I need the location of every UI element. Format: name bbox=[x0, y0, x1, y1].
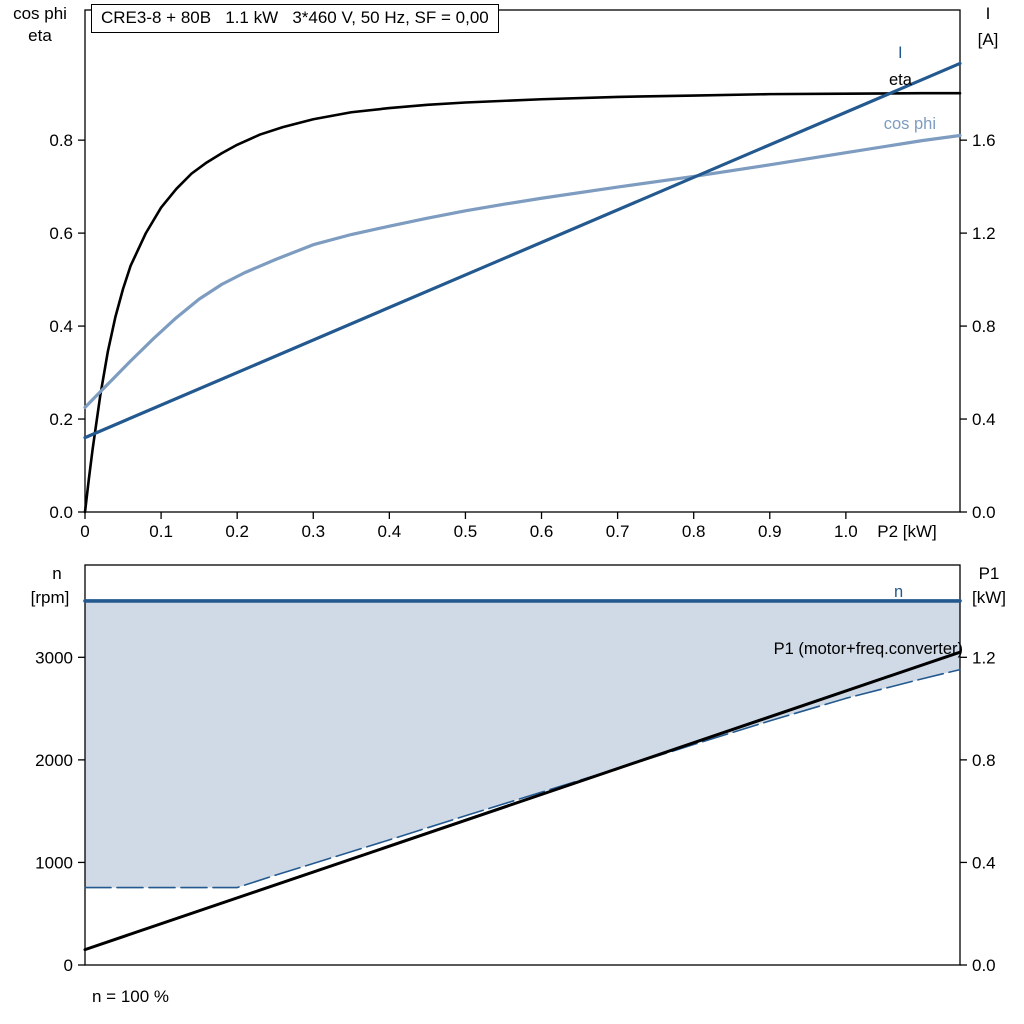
x-tick-label: 0.7 bbox=[606, 522, 630, 541]
y-left-tick-label: 0.4 bbox=[49, 317, 73, 336]
speed-power-plot-frame bbox=[84, 564, 961, 966]
speed-power-operating-region bbox=[85, 600, 960, 888]
bottom-right-axis-title-power: P1 bbox=[979, 564, 1000, 583]
x-tick-label: 0.5 bbox=[454, 522, 478, 541]
bottom-left-axis-title-unit: [rpm] bbox=[31, 588, 70, 607]
y-left-tick-label: 1000 bbox=[35, 853, 73, 872]
cos-phi-curve bbox=[83, 133, 962, 410]
y-right-tick-label: 0.0 bbox=[972, 956, 996, 975]
top-chart: 0 0.1 0.2 0.3 0.4 0.5 0.6 0.7 0.8 0.9 1.0 0.0 0.2 0.4… bbox=[49, 9, 996, 541]
y-left-tick-label: 0.2 bbox=[49, 410, 73, 429]
y-right-tick-label: 0.4 bbox=[972, 410, 996, 429]
chart-title-box: CRE3-8 + 80B 1.1 kW 3*460 V, 50 Hz, SF =… bbox=[91, 4, 499, 33]
x-tick-label: 0.4 bbox=[378, 522, 402, 541]
bottom-chart: 0 1000 2000 3000 0.0 0.4 0.8 1.2 bbox=[35, 564, 996, 975]
eta-series-label: eta bbox=[889, 71, 913, 89]
bottom-left-axis-title-speed: n bbox=[52, 564, 61, 583]
x-tick-label: 0.8 bbox=[682, 522, 706, 541]
x-tick-label: 0 bbox=[80, 522, 89, 541]
speed-percent-annotation: n = 100 % bbox=[92, 987, 169, 1006]
cos-phi-series-label: cos phi bbox=[884, 115, 936, 133]
y-left-tick-label: 3000 bbox=[35, 648, 73, 667]
y-right-tick-label: 0.8 bbox=[972, 751, 996, 770]
y-left-tick-label: 0 bbox=[64, 956, 73, 975]
x-tick-label: 0.6 bbox=[530, 522, 554, 541]
bottom-right-axis-title-unit: [kW] bbox=[972, 588, 1006, 607]
y-left-tick-label: 0.6 bbox=[49, 224, 73, 243]
top-x-axis-title: P2 [kW] bbox=[877, 522, 937, 541]
x-tick-label: 1.0 bbox=[834, 522, 858, 541]
y-right-tick-label: 0.8 bbox=[972, 317, 996, 336]
y-right-tick-label: 0.4 bbox=[972, 853, 996, 872]
x-tick-label: 0.1 bbox=[149, 522, 173, 541]
y-right-tick-label: 1.2 bbox=[972, 648, 996, 667]
x-tick-label: 0.3 bbox=[301, 522, 325, 541]
x-tick-label: 0.2 bbox=[225, 522, 249, 541]
p1-motor-freq-converter-curve bbox=[83, 650, 962, 952]
x-tick-label: 0.9 bbox=[758, 522, 782, 541]
y-right-tick-label: 1.6 bbox=[972, 131, 996, 150]
top-right-axis-title-unit: [A] bbox=[978, 30, 999, 49]
y-left-tick-label: 2000 bbox=[35, 751, 73, 770]
top-left-axis-title-cos-phi: cos phi bbox=[13, 4, 67, 23]
i-curve bbox=[83, 61, 962, 440]
y-right-tick-label: 1.2 bbox=[972, 224, 996, 243]
current-series-label: I bbox=[898, 44, 903, 62]
n-lower-limit-curve bbox=[84, 668, 961, 889]
top-left-axis-title-eta: eta bbox=[28, 26, 52, 45]
eta-curve bbox=[83, 91, 962, 514]
speed-series-label: n bbox=[894, 583, 903, 601]
y-right-tick-label: 0.0 bbox=[972, 503, 996, 522]
y-left-tick-label: 0.8 bbox=[49, 131, 73, 150]
y-left-tick-label: 0.0 bbox=[49, 503, 73, 522]
p1-series-label: P1 (motor+freq.converter) bbox=[774, 640, 963, 658]
motor-performance-plot-frame bbox=[84, 9, 961, 513]
top-right-axis-title-current: I bbox=[986, 4, 991, 23]
